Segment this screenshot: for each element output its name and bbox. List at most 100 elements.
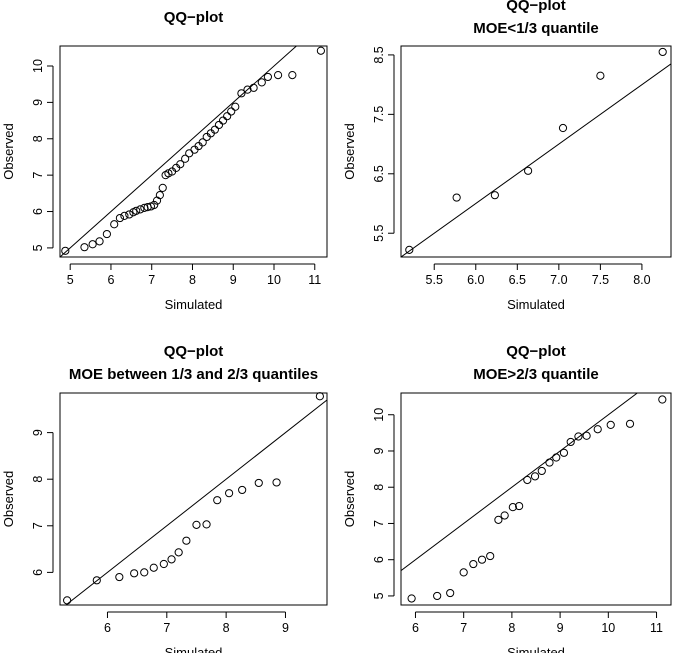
y-tick-label: 6	[31, 569, 45, 576]
x-tick-label: 10	[601, 621, 615, 635]
x-tick-label: 9	[557, 621, 564, 635]
x-tick-label: 6.0	[467, 273, 484, 287]
x-tick-label: 8	[223, 621, 230, 635]
y-tick-label: 8	[31, 135, 45, 142]
x-tick-label: 8	[508, 621, 515, 635]
panel-qq-moe-mid: QQ−plot MOE between 1/3 and 2/3 quantiles…	[1, 343, 328, 653]
data-point	[213, 496, 222, 505]
data-point	[316, 46, 325, 55]
data-point	[155, 191, 164, 200]
data-point	[593, 425, 602, 434]
y-tick-label: 8	[372, 484, 386, 491]
data-point	[115, 213, 125, 223]
x-tick-label: 6	[104, 621, 111, 635]
plot-box	[400, 45, 672, 258]
x-tick-label: 10	[267, 273, 281, 287]
data-point	[559, 448, 569, 457]
data-point	[167, 555, 176, 564]
data-point	[574, 432, 583, 441]
data-point	[92, 576, 101, 585]
data-point	[210, 125, 220, 134]
data-point	[658, 395, 667, 404]
data-point	[120, 211, 129, 220]
data-point	[192, 520, 201, 529]
x-tick-label: 5	[67, 273, 74, 287]
data-point	[515, 501, 524, 511]
data-point	[102, 229, 111, 239]
x-tick-label: 9	[282, 621, 289, 635]
data-point	[150, 200, 159, 210]
x-axis-label: Simulated	[507, 645, 565, 653]
y-tick-label: 5	[31, 244, 45, 251]
data-point	[486, 551, 495, 561]
data-point	[452, 193, 461, 202]
reference-line	[401, 63, 671, 257]
data-point	[658, 47, 667, 57]
data-point	[582, 431, 591, 440]
data-point	[237, 89, 246, 98]
data-point	[176, 160, 185, 169]
data-point	[130, 569, 139, 578]
data-point	[558, 123, 568, 133]
data-point	[272, 478, 281, 487]
y-tick-label: 7	[31, 522, 45, 529]
y-tick-label: 7	[31, 172, 45, 179]
data-point	[181, 154, 190, 163]
data-point	[218, 116, 228, 125]
y-tick-label: 6	[372, 556, 386, 563]
x-tick-label: 7.5	[592, 273, 609, 287]
data-point	[446, 588, 455, 598]
y-tick-label: 5.5	[372, 224, 386, 241]
x-tick-label: 6	[412, 621, 419, 635]
data-point	[80, 243, 89, 252]
y-axis-label: Observed	[1, 471, 16, 527]
y-axis-label: Observed	[342, 471, 357, 527]
data-point	[136, 205, 145, 214]
y-tick-label: 8.5	[372, 46, 386, 63]
data-point	[198, 138, 207, 147]
data-point	[249, 83, 258, 92]
data-point	[95, 237, 104, 246]
x-tick-label: 11	[650, 621, 663, 635]
data-point	[185, 149, 194, 158]
chart-title-line: MOE<1/3 quantile	[473, 20, 598, 37]
data-point	[530, 472, 540, 481]
x-tick-label: 7	[148, 273, 155, 287]
x-tick-label: 5.5	[426, 273, 443, 287]
data-point	[606, 420, 615, 429]
y-axis-label: Observed	[342, 123, 357, 179]
data-point	[459, 568, 468, 577]
data-point	[214, 120, 224, 130]
data-point	[132, 206, 141, 215]
chart-title-line: QQ−plot	[164, 9, 224, 26]
data-point	[552, 453, 561, 462]
data-point	[238, 485, 247, 495]
data-point	[596, 71, 605, 80]
chart-title-line: QQ−plot	[506, 343, 566, 360]
data-point	[110, 220, 119, 229]
data-point	[140, 568, 149, 577]
y-tick-label: 9	[372, 447, 386, 454]
data-point	[500, 511, 509, 520]
data-point	[405, 245, 414, 254]
chart-title-line: QQ−plot	[506, 0, 566, 14]
data-point	[490, 191, 499, 200]
data-point	[263, 72, 272, 82]
chart-title-line: MOE between 1/3 and 2/3 quantiles	[69, 366, 318, 383]
data-point	[227, 107, 236, 116]
panel-qq-moe-high: QQ−plot MOE>2/3 quantile 6 7 8 9 10 11 Simulated…	[342, 343, 672, 653]
x-tick-label: 9	[230, 273, 237, 287]
x-tick-label: 7	[163, 621, 170, 635]
reference-line	[401, 393, 639, 572]
y-tick-label: 9	[31, 99, 45, 106]
data-point	[494, 515, 503, 524]
data-point	[407, 594, 416, 603]
data-point	[158, 183, 167, 192]
y-tick-label: 8	[31, 476, 45, 483]
data-point	[159, 559, 168, 569]
data-point	[223, 112, 232, 121]
x-tick-label: 6.5	[509, 273, 526, 287]
chart-title-line: QQ−plot	[164, 343, 224, 360]
data-point	[508, 503, 517, 512]
